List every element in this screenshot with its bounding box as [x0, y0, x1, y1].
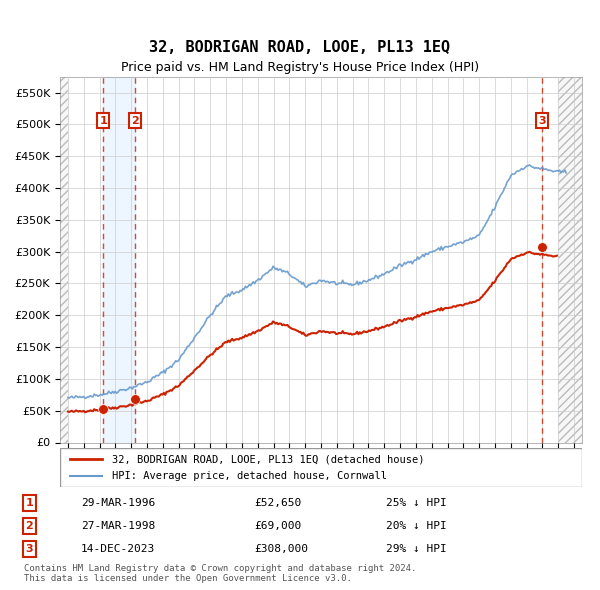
Text: 3: 3 — [538, 116, 545, 126]
Text: £52,650: £52,650 — [254, 498, 301, 508]
Text: HPI: Average price, detached house, Cornwall: HPI: Average price, detached house, Corn… — [112, 471, 387, 481]
Bar — [60, 77, 68, 442]
Text: Contains HM Land Registry data © Crown copyright and database right 2024.
This d: Contains HM Land Registry data © Crown c… — [24, 563, 416, 583]
Text: 2: 2 — [25, 521, 33, 531]
Text: 29% ↓ HPI: 29% ↓ HPI — [386, 544, 447, 554]
Bar — [60, 77, 68, 442]
Text: 1: 1 — [100, 116, 107, 126]
Text: 2: 2 — [131, 116, 139, 126]
Text: £69,000: £69,000 — [254, 521, 301, 531]
Bar — [558, 77, 582, 442]
Text: 32, BODRIGAN ROAD, LOOE, PL13 1EQ (detached house): 32, BODRIGAN ROAD, LOOE, PL13 1EQ (detac… — [112, 454, 425, 464]
Text: 14-DEC-2023: 14-DEC-2023 — [81, 544, 155, 554]
Text: 27-MAR-1998: 27-MAR-1998 — [81, 521, 155, 531]
Bar — [558, 77, 582, 442]
Text: 32, BODRIGAN ROAD, LOOE, PL13 1EQ: 32, BODRIGAN ROAD, LOOE, PL13 1EQ — [149, 40, 451, 55]
Text: 25% ↓ HPI: 25% ↓ HPI — [386, 498, 447, 508]
Text: 29-MAR-1996: 29-MAR-1996 — [81, 498, 155, 508]
Text: £308,000: £308,000 — [254, 544, 308, 554]
FancyBboxPatch shape — [60, 448, 582, 487]
Bar — [103, 77, 135, 442]
Text: 20% ↓ HPI: 20% ↓ HPI — [386, 521, 447, 531]
Text: 1: 1 — [25, 498, 33, 508]
Text: Price paid vs. HM Land Registry's House Price Index (HPI): Price paid vs. HM Land Registry's House … — [121, 61, 479, 74]
Text: 3: 3 — [25, 544, 33, 554]
